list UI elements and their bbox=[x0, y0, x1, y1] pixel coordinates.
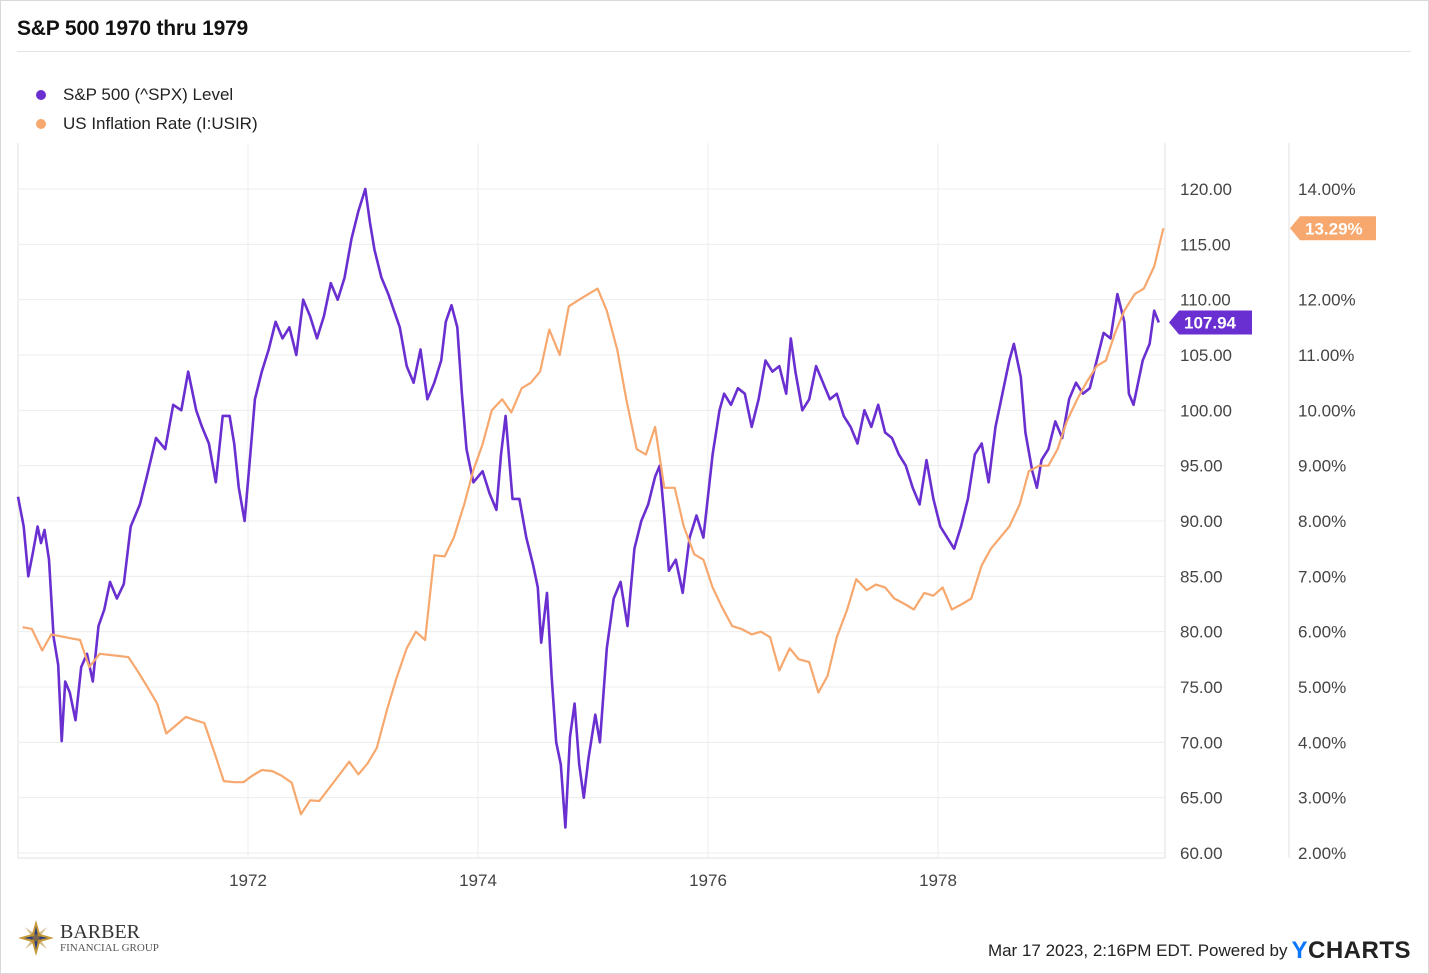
barber-star-icon bbox=[18, 920, 54, 956]
footer: Mar 17 2023, 2:16PM EDT. Powered by Y CHA… bbox=[988, 937, 1411, 965]
chart-title: S&P 500 1970 thru 1979 bbox=[17, 17, 249, 40]
y-left-tick-label: 90.00 bbox=[1180, 512, 1223, 531]
legend-label-spx: S&P 500 (^SPX) Level bbox=[63, 84, 234, 104]
y-right-tick-label: 8.00% bbox=[1298, 512, 1346, 531]
legend-item-inflation[interactable]: US Inflation Rate (I:USIR) bbox=[36, 109, 258, 138]
last-value-label-spx: 107.94 bbox=[1184, 313, 1237, 332]
brand-name: BARBER bbox=[60, 921, 141, 943]
x-tick-label: 1978 bbox=[919, 871, 957, 890]
y-left-tick-label: 80.00 bbox=[1180, 623, 1223, 642]
y-right-tick-label: 9.00% bbox=[1298, 457, 1346, 476]
ycharts-logo-y: Y bbox=[1291, 937, 1308, 964]
last-value-label-inflation: 13.29% bbox=[1305, 219, 1363, 238]
legend-item-spx[interactable]: S&P 500 (^SPX) Level bbox=[36, 80, 258, 109]
ycharts-logo-text: CHARTS bbox=[1308, 937, 1411, 964]
x-tick-label: 1972 bbox=[229, 871, 267, 890]
y-right-tick-label: 7.00% bbox=[1298, 567, 1346, 586]
series-line-spx bbox=[16, 187, 1161, 829]
y-right-tick-label: 12.00% bbox=[1298, 291, 1356, 310]
legend-dot-spx bbox=[36, 89, 46, 100]
y-left-tick-label: 110.00 bbox=[1180, 291, 1231, 310]
y-left-tick-label: 115.00 bbox=[1180, 235, 1231, 254]
y-left-tick-label: 60.00 bbox=[1180, 844, 1223, 863]
y-right-tick-label: 14.00% bbox=[1298, 180, 1356, 199]
last-value-flag-inflation bbox=[1290, 216, 1376, 241]
y-right-tick-label: 6.00% bbox=[1298, 623, 1346, 642]
legend-label-inflation: US Inflation Rate (I:USIR) bbox=[63, 113, 258, 133]
y-left-tick-label: 120.00 bbox=[1180, 180, 1232, 199]
y-left-tick-label: 70.00 bbox=[1180, 733, 1223, 752]
y-right-tick-label: 2.00% bbox=[1298, 844, 1346, 863]
y-right-tick-label: 11.00% bbox=[1298, 346, 1354, 365]
x-tick-label: 1976 bbox=[689, 871, 727, 890]
y-left-tick-label: 85.00 bbox=[1180, 567, 1223, 586]
y-right-tick-label: 10.00% bbox=[1298, 401, 1356, 420]
ycharts-logo[interactable]: Y CHARTS bbox=[1291, 937, 1411, 965]
legend: S&P 500 (^SPX) Level US Inflation Rate (… bbox=[36, 80, 258, 138]
y-left-tick-label: 105.00 bbox=[1180, 346, 1232, 365]
y-left-tick-label: 100.00 bbox=[1180, 401, 1232, 420]
title-divider bbox=[17, 51, 1411, 52]
y-left-tick-label: 75.00 bbox=[1180, 678, 1223, 697]
y-right-tick-label: 4.00% bbox=[1298, 733, 1346, 752]
footer-timestamp: Mar 17 2023, 2:16PM EDT. Powered by bbox=[987, 941, 1288, 960]
x-tick-label: 1974 bbox=[459, 871, 497, 890]
y-left-tick-label: 95.00 bbox=[1180, 457, 1223, 476]
y-right-tick-label: 5.00% bbox=[1298, 678, 1346, 697]
legend-dot-inflation bbox=[36, 118, 46, 129]
y-right-tick-label: 3.00% bbox=[1298, 789, 1346, 808]
series-line-inflation bbox=[22, 228, 1165, 816]
brand-sub: FINANCIAL GROUP bbox=[60, 942, 159, 954]
y-left-tick-label: 65.00 bbox=[1180, 789, 1223, 808]
barber-logo: BARBER FINANCIAL GROUP bbox=[16, 918, 159, 958]
last-value-flag-spx bbox=[1169, 310, 1252, 335]
